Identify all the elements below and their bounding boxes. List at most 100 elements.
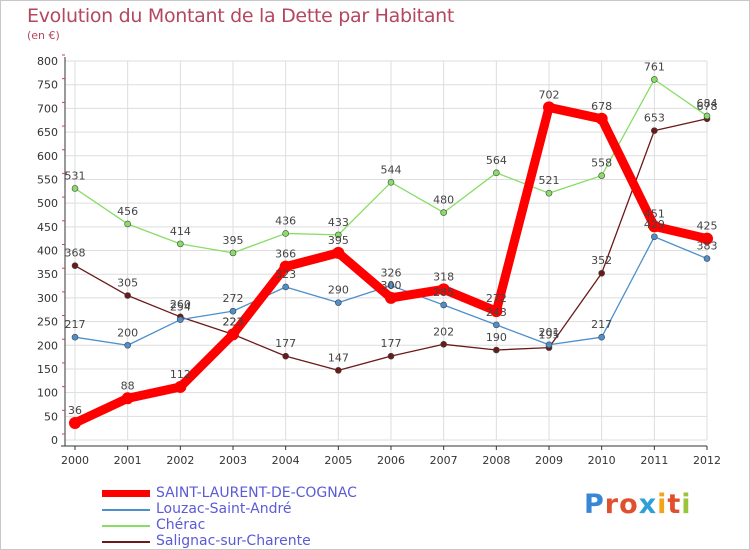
legend-label: Salignac-sur-Charente [156, 533, 311, 549]
series-point-0 [121, 392, 134, 405]
series-point-1 [493, 321, 500, 329]
data-label-0: 678 [591, 100, 612, 113]
series-point-2 [703, 112, 711, 120]
series-point-3 [124, 292, 131, 299]
x-tick-label: 2001 [114, 454, 142, 467]
data-label-3: 653 [644, 112, 665, 125]
data-label-0: 112 [170, 368, 191, 381]
data-label-2: 544 [381, 163, 402, 176]
series-point-1 [71, 333, 79, 341]
y-tick-label: 200 [37, 339, 58, 352]
y-tick-label: 500 [37, 197, 58, 210]
x-tick-label: 2000 [61, 454, 89, 467]
data-label-1: 383 [697, 240, 718, 253]
data-label-0: 272 [486, 292, 507, 305]
legend-item-cherac: Chérac [102, 517, 392, 534]
series-layer [69, 76, 713, 429]
legend-label: SAINT-LAURENT-DE-COGNAC [156, 485, 357, 501]
series-point-3 [71, 262, 79, 269]
data-label-2: 521 [539, 174, 560, 187]
data-label-0: 36 [68, 404, 82, 417]
x-tick-label: 2008 [482, 454, 510, 467]
data-label-1: 217 [65, 318, 86, 331]
y-tick-label: 400 [37, 245, 58, 258]
data-label-2: 761 [644, 60, 665, 73]
y-tick-label: 0 [51, 434, 58, 447]
chart-title: Evolution du Montant de la Dette par Hab… [27, 5, 455, 27]
line-chart: 0 50 100 150 200 250 300 350 400 450 500 550 600 650 7… [37, 54, 721, 467]
x-tick-label: 2003 [219, 454, 247, 467]
series-point-2 [440, 209, 447, 216]
data-label-1: 217 [591, 318, 612, 331]
logo-letter: t [667, 489, 682, 520]
series-point-1 [598, 333, 605, 341]
series-point-2 [651, 76, 658, 83]
series-point-2 [177, 240, 184, 248]
y-tick-label: 450 [37, 221, 58, 234]
legend-swatch [102, 509, 150, 511]
legend-label: Chérac [156, 517, 206, 533]
data-label-0: 318 [433, 270, 454, 283]
data-label-3: 352 [591, 254, 612, 267]
x-tick-label: 2009 [535, 454, 563, 467]
series-point-0 [490, 305, 503, 318]
series-point-0 [279, 260, 292, 273]
series-point-0 [174, 380, 187, 393]
data-label-3: 202 [433, 325, 454, 338]
series-point-1 [282, 283, 289, 291]
chart-subtitle: (en €) [27, 29, 60, 42]
data-label-3: 260 [170, 298, 191, 311]
series-point-1 [703, 255, 711, 262]
grid-lines [65, 60, 708, 441]
y-tick-label: 150 [37, 363, 58, 376]
data-label-3: 190 [486, 331, 507, 344]
data-label-3: 147 [328, 351, 349, 364]
logo-text: Proxiti [584, 489, 692, 520]
data-label-1: 323 [275, 268, 296, 281]
data-label-2: 531 [65, 169, 86, 182]
y-tick-label: 700 [37, 102, 58, 115]
data-label-3: 305 [117, 277, 138, 290]
data-label-3: 177 [381, 337, 402, 350]
legend: SAINT-LAURENT-DE-COGNAC Louzac-Saint-And… [102, 485, 392, 550]
y-tick-label: 300 [37, 292, 58, 305]
series-point-3 [493, 346, 500, 354]
series-point-1 [124, 341, 131, 349]
series-point-3 [651, 127, 658, 134]
series-point-1 [440, 301, 447, 309]
data-label-2: 564 [486, 154, 507, 167]
legend-swatch [102, 525, 150, 527]
y-tick-label: 600 [37, 150, 58, 163]
data-label-0: 88 [121, 379, 135, 392]
x-tick-label: 2004 [272, 454, 300, 467]
y-tick-label: 750 [37, 79, 58, 92]
data-label-1: 272 [223, 292, 244, 305]
legend-item-louzac: Louzac-Saint-André [102, 501, 392, 518]
data-label-0: 223 [223, 315, 244, 328]
axes: 0 50 100 150 200 250 300 350 400 450 500 550 600 650 7… [37, 54, 721, 467]
legend-item-saint-laurent: SAINT-LAURENT-DE-COGNAC [102, 485, 392, 502]
series-point-0 [595, 112, 608, 125]
data-label-1: 290 [328, 284, 349, 297]
data-label-1: 429 [644, 218, 665, 231]
series-point-1 [387, 282, 395, 289]
y-tick-label: 250 [37, 316, 58, 329]
series-point-2 [282, 230, 289, 237]
series-point-1 [229, 307, 237, 315]
y-tick-label: 550 [37, 173, 58, 186]
legend-swatch [102, 541, 150, 543]
series-point-3 [387, 352, 395, 360]
series-point-2 [335, 231, 342, 239]
x-tick-label: 2007 [430, 454, 458, 467]
logo-letter: i [657, 489, 668, 520]
proxiti-logo: Proxiti [584, 489, 692, 520]
series-point-2 [71, 185, 79, 192]
x-tick-label: 2010 [588, 454, 616, 467]
series-point-2 [124, 220, 131, 228]
logo-letter: i [681, 489, 692, 520]
x-tick-label: 2011 [640, 454, 668, 467]
data-label-3: 195 [539, 329, 560, 342]
logo-letter: P [584, 489, 605, 520]
data-label-2: 433 [328, 216, 349, 229]
data-label-2: 558 [591, 157, 612, 170]
